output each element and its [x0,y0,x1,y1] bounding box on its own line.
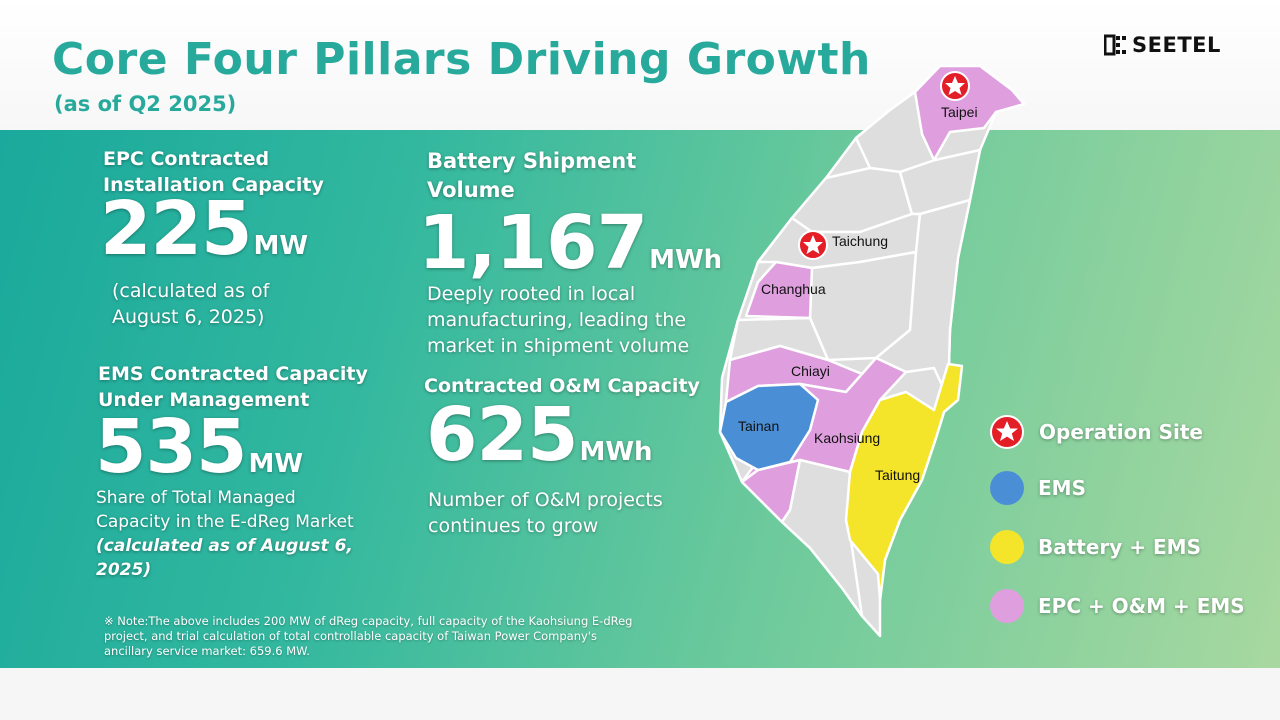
operation-site-icon [990,415,1024,449]
battery-label-line1: Battery Shipment [427,149,637,173]
ems-desc-line4: 2025) [96,560,152,580]
footnote: ※ Note:The above includes 200 MW of dReg… [104,614,632,659]
map-region-hualien [874,198,972,400]
footnote-line3: ancillary service market: 659.6 MW. [104,644,310,658]
ems-description: Share of Total Managed Capacity in the E… [96,486,354,582]
logo-mark-icon [1104,34,1126,56]
legend-ems: EMS [990,471,1086,505]
om-desc-line1: Number of O&M projects [428,489,663,511]
company-logo: SEETEL [1104,33,1221,57]
epc-metric: 225MW [100,192,308,283]
legend-epc-om-ems: EPC + O&M + EMS [990,589,1245,623]
ems-value: 535 [95,404,247,490]
om-desc-line2: continues to grow [428,515,599,537]
legend-label-epc-om-ems: EPC + O&M + EMS [1038,594,1245,618]
legend-battery-ems: Battery + EMS [990,530,1201,564]
epc-unit: MW [253,231,309,261]
om-metric: 625MWh [426,398,653,489]
battery-desc-line2: manufacturing, leading the [427,309,687,331]
map-region-south-tip [780,458,864,618]
ems-label-line2: Under Management [98,389,310,411]
battery-unit: MWh [649,245,723,275]
footnote-line1: ※ Note:The above includes 200 MW of dReg… [104,614,633,628]
legend-label-ems: EMS [1038,476,1086,500]
city-label-taipei: Taipei [941,104,978,120]
map-region-changhua [744,260,814,320]
epc-om-ems-swatch-icon [990,589,1024,623]
battery-ems-swatch-icon [990,530,1024,564]
om-description: Number of O&M projects continues to grow [428,487,663,539]
logo-text: SEETEL [1132,33,1221,57]
battery-desc-line3: market in shipment volume [427,335,690,357]
page-subtitle: (as of Q2 2025) [54,92,237,116]
city-label-changhua: Changhua [761,281,826,297]
battery-value: 1,167 [418,200,648,286]
city-label-chiayi: Chiayi [791,363,830,379]
ems-desc-line1: Share of Total Managed [96,488,296,508]
epc-desc-line2: August 6, 2025) [112,306,265,328]
map-region-tainan [718,382,820,472]
city-label-taitung: Taitung [875,467,920,483]
battery-description: Deeply rooted in local manufacturing, le… [427,281,689,359]
hero-background [0,130,1280,668]
battery-desc-line1: Deeply rooted in local [427,283,636,305]
legend-label-operation-site: Operation Site [1039,420,1203,444]
epc-label: EPC Contracted Installation Capacity [103,146,324,198]
legend-label-battery-ems: Battery + EMS [1038,535,1201,559]
battery-metric: 1,167MWh [418,206,722,297]
epc-label-line2: Installation Capacity [103,174,324,196]
epc-description: (calculated as of August 6, 2025) [112,278,269,330]
page-title: Core Four Pillars Driving Growth [52,34,871,85]
legend-operation-site: Operation Site [989,414,1203,450]
header-band [0,0,1280,130]
taichung-operation-site-icon [798,230,828,260]
footnote-line2: project, and trial calculation of total … [104,629,597,643]
epc-value: 225 [100,186,252,272]
footer-band [0,668,1280,720]
epc-desc-line1: (calculated as of [112,280,270,302]
map-region-taitung [844,362,964,602]
ems-swatch-icon [990,471,1024,505]
ems-desc-line2: Capacity in the E-dReg Market [96,512,354,532]
ems-label-line1: EMS Contracted Capacity [98,363,368,385]
om-value: 625 [426,392,578,478]
om-unit: MWh [579,437,653,467]
battery-label-line2: Volume [427,178,515,202]
ems-desc-line3: (calculated as of August 6, [96,536,353,556]
epc-label-line1: EPC Contracted [103,148,270,170]
battery-label: Battery Shipment Volume [427,147,636,205]
city-label-taichung: Taichung [832,233,888,249]
city-label-kaohsiung: Kaohsiung [814,430,880,446]
om-label: Contracted O&M Capacity [424,375,700,397]
ems-metric: 535MW [95,410,303,501]
city-label-tainan: Tainan [738,418,779,434]
ems-label: EMS Contracted Capacity Under Management [98,361,368,413]
ems-unit: MW [248,449,304,479]
taipei-operation-site-icon [940,71,970,101]
